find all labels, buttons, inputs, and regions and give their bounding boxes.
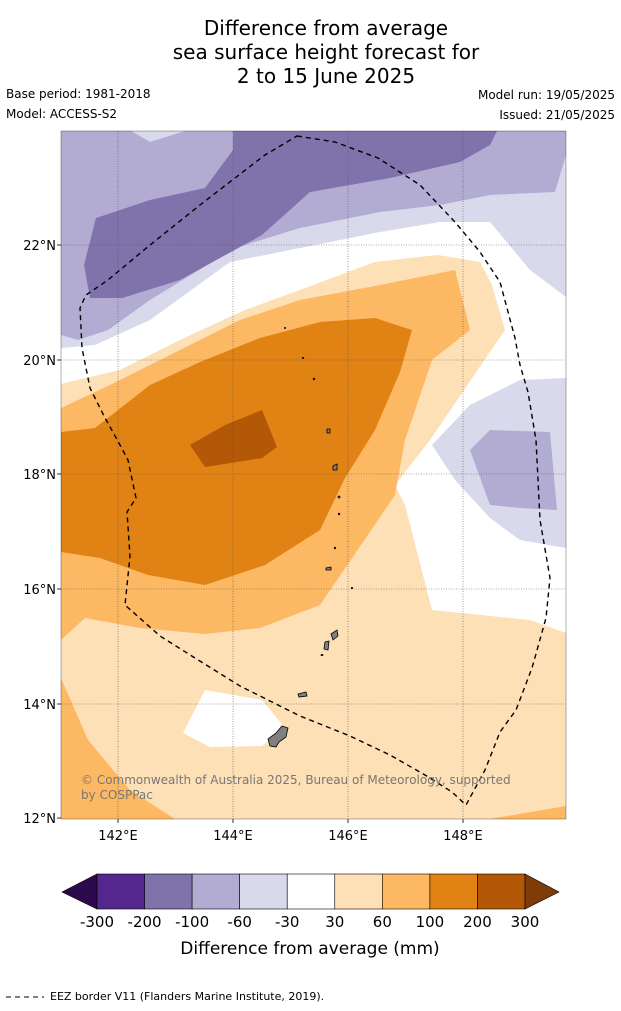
band-minus100-minus60-north xyxy=(61,131,566,340)
longitude-labels: 142°E 144°E 146°E 148°E xyxy=(98,829,483,844)
lat-label-22: 22°N xyxy=(23,239,56,254)
island-guguan xyxy=(337,512,341,516)
band-minus100-minus60-east xyxy=(470,430,557,510)
lat-label-16: 16°N xyxy=(23,583,56,598)
colorbar-tick-label: -60 xyxy=(227,913,252,931)
model-run-label: Model run: 19/05/2025 xyxy=(477,88,615,102)
eez-border xyxy=(79,135,551,807)
lon-label-146: 146°E xyxy=(328,829,368,844)
band-200-300 xyxy=(190,410,277,467)
lat-label-20: 20°N xyxy=(23,354,56,369)
title-line-3: 2 to 15 June 2025 xyxy=(236,64,416,88)
colorbar-tick-label: 300 xyxy=(511,913,540,931)
island-tinian xyxy=(323,640,330,651)
lat-label-12: 12°N xyxy=(23,812,56,827)
issued-label: Issued: 21/05/2025 xyxy=(499,108,615,122)
sea-level-anomaly-field xyxy=(61,131,566,819)
colorbar-cell-7 xyxy=(429,873,478,910)
island-rota xyxy=(297,691,308,698)
colorbar-cell-0 xyxy=(96,873,145,910)
colorbar-tick-label: 30 xyxy=(325,913,344,931)
copyright-line-2: by COSPPac xyxy=(81,788,153,802)
colorbar-tick-label: -200 xyxy=(128,913,162,931)
lat-label-14: 14°N xyxy=(23,698,56,713)
band-notch-top xyxy=(131,131,185,142)
base-period-label: Base period: 1981-2018 xyxy=(6,87,151,101)
eez-legend-text: EEZ border V11 (Flanders Marine Institut… xyxy=(50,990,325,1003)
island-farallon-de-pajaros xyxy=(283,326,286,329)
colorbar-title: Difference from average (mm) xyxy=(180,939,439,959)
colorbar-cell-5 xyxy=(334,873,383,910)
lon-label-148: 148°E xyxy=(443,829,483,844)
island-farallon-de-medinilla xyxy=(350,587,354,590)
band-60-100-southeast xyxy=(490,806,566,819)
colorbar-cell-4 xyxy=(286,873,336,910)
colorbar-tick-label: -30 xyxy=(275,913,300,931)
colorbar-cell-2 xyxy=(191,873,240,910)
map-title: Difference from average sea surface heig… xyxy=(0,16,621,88)
island-guam xyxy=(267,725,289,748)
colorbar-tick-label: -100 xyxy=(175,913,209,931)
title-line-1: Difference from average xyxy=(203,16,449,40)
graticule xyxy=(61,131,566,819)
latitude-ticks xyxy=(57,244,61,819)
lon-label-144: 144°E xyxy=(213,829,253,844)
island-anatahan xyxy=(325,566,332,571)
island-agrihan xyxy=(326,428,331,434)
title-line-2: sea surface height forecast for xyxy=(172,40,480,64)
colorbar-tick-label: 100 xyxy=(416,913,445,931)
island-maug xyxy=(301,356,305,359)
island-asuncion xyxy=(312,377,316,381)
band-60-100-southwest xyxy=(61,678,175,819)
band-30-60-ribbon xyxy=(61,255,440,408)
colorbar-extend-low xyxy=(61,873,98,910)
colorbar-extend-high xyxy=(524,873,560,910)
colorbar-tick-label: 200 xyxy=(463,913,492,931)
colorbar-tick-label: -300 xyxy=(80,913,114,931)
band-minus200-minus100-north xyxy=(84,131,497,298)
model-label: Model: ACCESS-S2 xyxy=(6,107,118,121)
colorbar-cell-8 xyxy=(477,873,526,910)
colorbar-cell-1 xyxy=(144,873,193,910)
island-pagan xyxy=(332,463,338,471)
colorbar-cell-6 xyxy=(382,873,431,910)
latitude-labels: 22°N 20°N 18°N 16°N 14°N 12°N xyxy=(23,239,56,827)
island-aguijan xyxy=(320,654,324,657)
lat-label-18: 18°N xyxy=(23,468,56,483)
land-islands xyxy=(267,326,354,748)
colorbar-tick-label: 60 xyxy=(373,913,392,931)
longitude-ticks xyxy=(117,819,464,823)
copyright-line-1: © Commonwealth of Australia 2025, Bureau… xyxy=(81,773,511,787)
map-frame xyxy=(60,130,567,820)
colorbar-cell-3 xyxy=(239,873,288,910)
colorbar: -300 -200 -100 -60 -30 30 60 100 200 300 Differen… xyxy=(61,873,560,959)
island-sarigan xyxy=(333,546,337,550)
island-alamagan xyxy=(337,495,341,499)
island-saipan xyxy=(330,629,339,641)
eez-legend-label: EEZ border V11 (Flanders Marine Institut… xyxy=(6,990,324,1003)
lon-label-142: 142°E xyxy=(98,829,138,844)
